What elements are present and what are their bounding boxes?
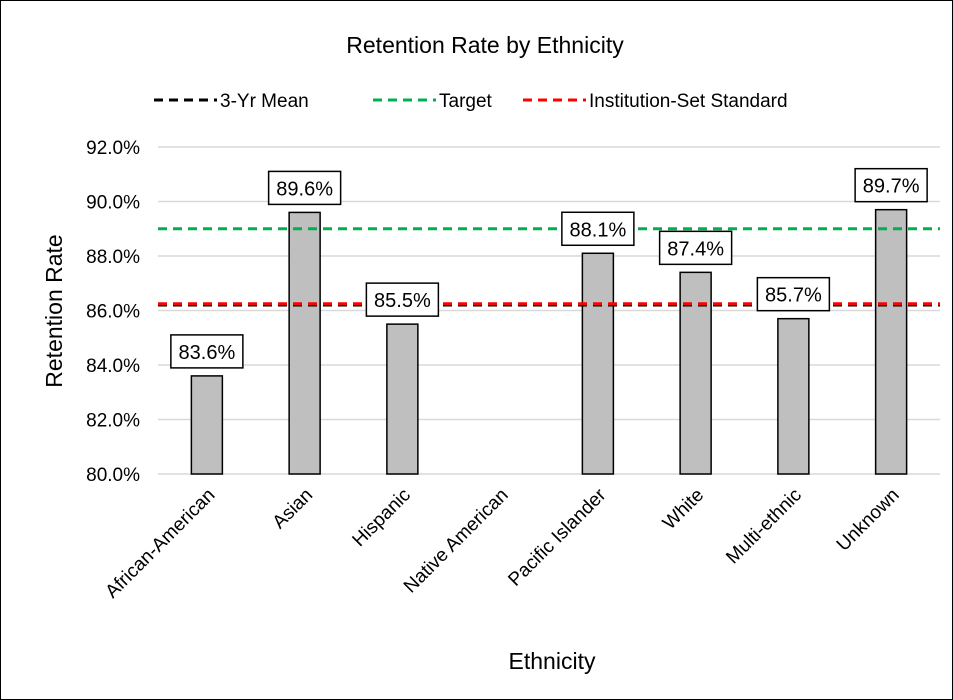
data-label-box [170,334,244,369]
bar [288,211,321,475]
data-label: 85.5% [374,290,431,312]
bar [874,208,908,475]
legend-label: Institution-Set Standard [589,91,788,112]
data-label: 83.6% [179,342,236,364]
y-tick-label: 90.0% [86,193,140,214]
legend: 3-Yr Mean Target Institution-Set Standard [154,91,788,112]
x-tick-label: Pacific Islander [504,484,610,590]
x-tick-label: Asian [269,485,317,533]
x-tick-label: Hispanic [349,485,415,551]
data-label-box [365,282,440,317]
data-labels: 83.6% 89.6% 85.5% 88.1% 87.4% 85.7% 89.7% [170,167,928,369]
legend-label: Target [439,91,493,112]
y-tick-label: 88.0% [86,247,140,268]
data-label: 85.7% [765,285,822,307]
bar [386,323,419,475]
data-label-box [561,211,635,247]
y-tick-label: 92.0% [86,138,140,159]
data-label: 88.1% [570,219,627,241]
bar [581,252,615,475]
y-tick-label: 86.0% [86,302,140,323]
bar [190,375,224,475]
chart-title: Retention Rate by Ethnicity [346,32,624,58]
bar [777,317,810,475]
y-tick-label: 84.0% [86,356,140,377]
x-axis-title: Ethnicity [509,648,596,674]
x-tick-label: African-American [102,485,220,603]
y-tick-label: 80.0% [86,465,140,486]
data-label-box [854,167,928,203]
y-axis-ticks: 80.0% 82.0% 84.0% 86.0% 88.0% 90.0% 92.0% [86,138,140,486]
data-label: 89.6% [276,178,333,200]
x-tick-label: White [659,485,708,534]
bars [190,208,908,475]
data-label-box [267,170,342,206]
data-label-box [756,276,831,312]
legend-label: 3-Yr Mean [220,91,309,112]
data-label: 89.7% [863,176,920,198]
y-tick-label: 82.0% [86,411,140,432]
data-label-box [658,230,733,266]
x-tick-label: Multi-ethnic [722,485,806,569]
x-tick-label: Unknown [833,485,904,556]
x-tick-label: Native American [400,485,513,598]
data-label: 87.4% [667,238,724,260]
y-axis-title: Retention Rate [41,234,67,387]
